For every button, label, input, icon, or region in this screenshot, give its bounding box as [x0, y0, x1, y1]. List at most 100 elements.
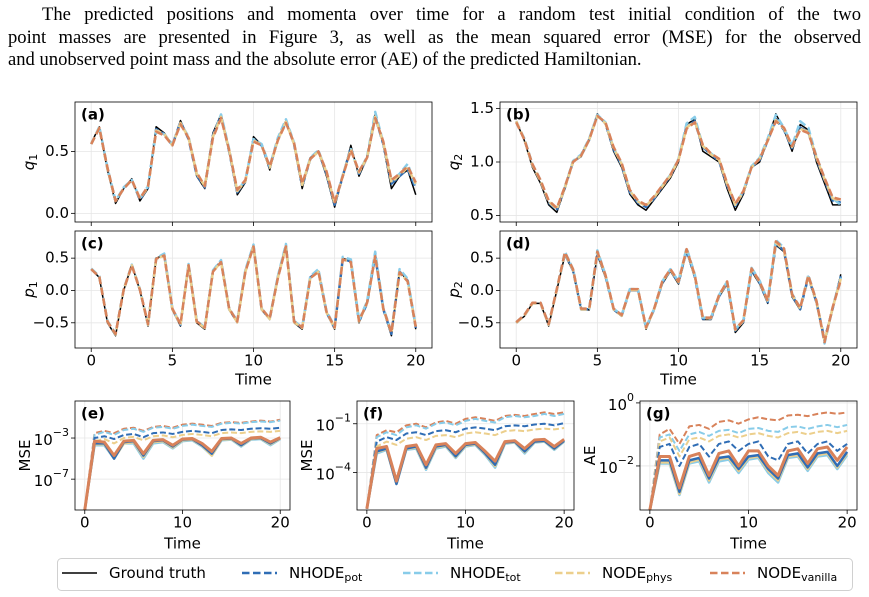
- y-tick-label: 1.0: [470, 153, 494, 171]
- legend-text: NODE: [757, 564, 801, 582]
- legend-label: NHODEpot: [289, 564, 363, 585]
- x-tick-label: 10: [739, 514, 758, 532]
- series-line: [648, 411, 848, 511]
- y-tick-label: 0.5: [470, 206, 494, 224]
- x-tick-label: 20: [555, 514, 574, 532]
- y-tick-label: 0.5: [470, 249, 494, 267]
- tick-exponent: 0: [627, 391, 634, 404]
- legend-text: NHODE: [289, 564, 344, 582]
- series-line: [365, 411, 565, 509]
- tick-base: 10: [608, 395, 627, 413]
- series-line: [365, 437, 566, 509]
- legend-sub: tot: [505, 571, 521, 584]
- series-line: [365, 426, 565, 509]
- x-tick-label: 10: [456, 514, 475, 532]
- x-axis-label: Time: [729, 535, 767, 553]
- x-tick-label: 5: [168, 352, 178, 370]
- y-label-main: q: [445, 161, 463, 171]
- x-axis-label: Time: [659, 371, 697, 389]
- y-label-main: q: [20, 161, 38, 171]
- series-line: [515, 240, 842, 344]
- panel-label: (g): [646, 405, 670, 423]
- series-line: [648, 440, 848, 511]
- y-tick-label: 0.5: [45, 142, 69, 160]
- x-tick-label: 20: [271, 514, 290, 532]
- series-line: [648, 423, 848, 511]
- x-tick-label: 0: [645, 514, 655, 532]
- tick-base: 10: [34, 472, 53, 490]
- y-label-sub: 2: [452, 154, 465, 161]
- plot-frame: [499, 230, 858, 349]
- x-tick-label: 10: [173, 514, 192, 532]
- panel-label: (a): [81, 106, 105, 124]
- panel-label: (f): [363, 405, 383, 423]
- y-axis-label: MSE: [16, 440, 34, 472]
- y-axis-label: MSE: [298, 440, 316, 472]
- plot-frame: [639, 400, 858, 511]
- legend-label: NHODEtot: [450, 564, 521, 585]
- plot-frame: [74, 101, 433, 223]
- y-tick-label: −0.5: [458, 313, 494, 331]
- series-line: [90, 116, 417, 204]
- paragraph: The predicted positions and momenta over…: [8, 4, 861, 72]
- legend-label: NODEphys: [602, 564, 673, 585]
- series-line: [90, 245, 418, 336]
- x-tick-label: 0: [362, 514, 372, 532]
- legend-text: NODE: [602, 564, 646, 582]
- paragraph-line: point masses are presented in Figure 3, …: [8, 26, 861, 48]
- x-tick-label: 10: [244, 352, 263, 370]
- y-tick-label: 10−4: [316, 461, 351, 484]
- tick-base: 10: [316, 416, 335, 434]
- panel-label: (d): [506, 235, 530, 253]
- x-tick-label: 10: [669, 352, 688, 370]
- y-label-sub: 2: [452, 281, 465, 288]
- y-axis-label: p1: [20, 281, 41, 299]
- x-tick-label: 20: [406, 352, 425, 370]
- y-axis-label: q2: [445, 154, 466, 171]
- panel-label: (e): [81, 405, 105, 423]
- tick-base: 10: [316, 465, 335, 483]
- x-tick-label: 15: [325, 352, 344, 370]
- legend-label: Ground truth: [109, 564, 206, 582]
- x-axis-label: Time: [234, 371, 272, 389]
- series-line: [83, 435, 281, 511]
- y-label-main: AE: [581, 446, 599, 466]
- y-label-sub: 1: [27, 154, 40, 161]
- y-axis-label: q1: [20, 154, 41, 171]
- x-tick-label: 0: [511, 352, 521, 370]
- y-label-main: MSE: [16, 440, 34, 472]
- series-line: [648, 445, 849, 511]
- panel-label: (c): [81, 235, 104, 253]
- y-label-main: p: [445, 288, 463, 299]
- y-label-main: p: [20, 288, 38, 299]
- panel-label: (b): [506, 106, 530, 124]
- y-tick-label: 10−2: [599, 454, 634, 477]
- tick-base: 10: [599, 458, 618, 476]
- tick-base: 10: [34, 431, 53, 449]
- legend-sub: vanilla: [801, 571, 837, 584]
- x-tick-label: 0: [80, 514, 90, 532]
- plot-frame: [356, 400, 575, 511]
- y-tick-label: 100: [608, 391, 634, 414]
- paragraph-line: The predicted positions and momenta over…: [42, 4, 861, 25]
- legend-sub: pot: [344, 571, 363, 584]
- y-tick-label: 0.0: [45, 204, 69, 222]
- series-line: [365, 412, 565, 509]
- y-tick-label: 0.0: [45, 281, 69, 299]
- paragraph-line: and unobserved point mass and the absolu…: [8, 49, 642, 70]
- y-tick-label: 0.0: [470, 281, 494, 299]
- y-tick-label: −0.5: [33, 313, 69, 331]
- plot-frame: [74, 400, 291, 511]
- legend-sub: phys: [646, 571, 672, 584]
- plot-frame: [74, 230, 433, 349]
- series-line: [83, 429, 281, 511]
- x-tick-label: 20: [831, 352, 850, 370]
- y-label-main: MSE: [298, 440, 316, 472]
- tick-exponent: −3: [53, 426, 69, 439]
- legend-text: NHODE: [450, 564, 505, 582]
- series-line: [83, 419, 281, 511]
- legend-text: Ground truth: [109, 564, 206, 582]
- series-line: [365, 422, 565, 509]
